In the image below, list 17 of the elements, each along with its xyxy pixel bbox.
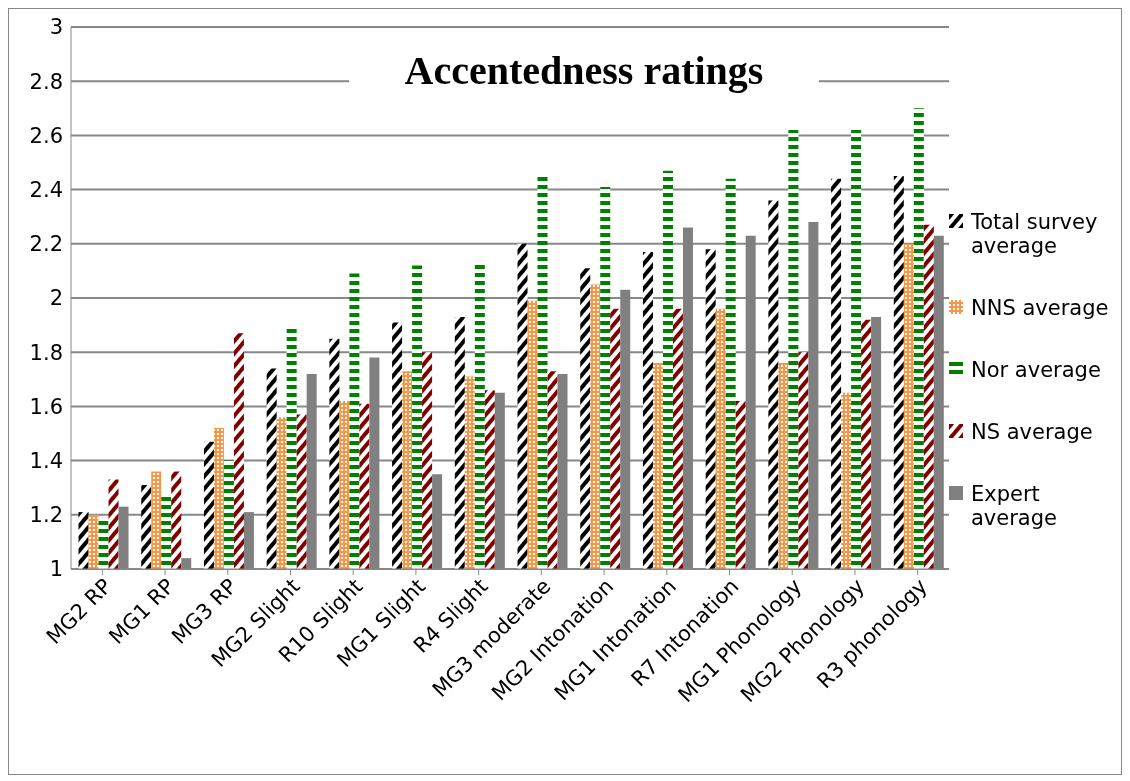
y-tick-label: 1 [49,557,63,582]
y-tick-label: 2.8 [29,69,63,94]
legend-label: Total survey average [971,210,1099,258]
y-tick-label: 1.4 [29,449,63,474]
legend-label: NS average [971,420,1093,444]
text: Accentedness ratings [349,47,819,94]
legend-label: Nor average [971,358,1101,382]
y-tick-label: 1.6 [29,394,63,419]
y-tick-label: 3 [49,15,63,40]
y-tick-label: 2.6 [29,123,63,148]
y-tick-label: 2 [49,286,63,311]
legend-label: Expert average [971,482,1058,530]
y-tick-label: 1.8 [29,340,63,365]
y-tick-label: 1.2 [29,503,63,528]
y-tick-label: 2.2 [29,232,63,257]
y-tick-label: 2.4 [29,178,63,203]
legend-label: NNS average [971,296,1109,320]
